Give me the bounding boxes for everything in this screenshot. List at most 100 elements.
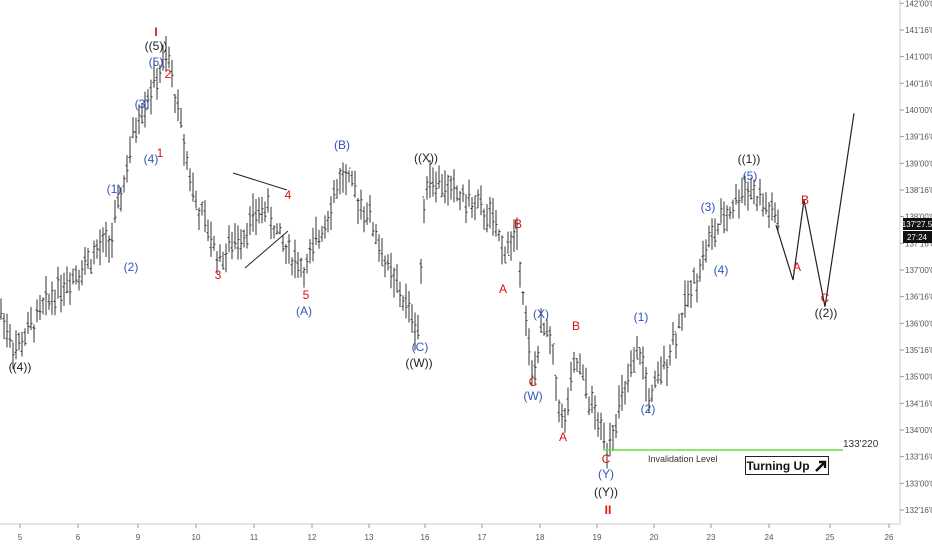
price-bar [503,246,507,264]
price-bar [722,201,726,234]
wave-label: C [529,375,538,389]
price-bar [146,89,150,109]
price-bar [287,234,291,264]
wave-label: ((X)) [414,151,438,165]
price-bar [698,258,702,282]
price-bar [317,229,321,249]
price-bar [320,225,324,242]
wave-labels: I((5))(5)2(3)(4)1(1)(2)((4))345(A)(B)((X… [9,25,838,517]
wave-label: 5 [303,288,310,302]
current-price-badge: 137'27.5 27:24 [902,218,932,243]
price-bar [338,168,342,195]
y-axis: 132'16'0 133'00'0 133'16'0 134'00'0 134'16'0… [899,0,932,524]
price-bar [344,164,348,196]
price-bar [98,229,102,266]
price-bar [278,223,282,235]
price-bar [32,324,36,343]
price-bar [737,189,741,219]
price-bar [104,221,108,258]
price-bar [683,280,687,318]
price-bar [218,244,222,263]
price-bar [530,360,534,387]
x-tick-label: 16 [421,533,430,542]
price-bar [554,374,558,401]
price-bar [521,291,525,305]
price-bar [527,328,531,366]
price-bar [650,384,654,403]
price-bar [710,218,714,250]
price-bar [581,364,585,381]
price-bar [776,209,780,233]
price-bar [332,179,336,203]
price-bar [644,366,648,402]
price-bar [23,328,27,346]
x-tick-label: 25 [826,533,835,542]
wave-label: ((2)) [815,306,838,320]
price-bar [140,103,144,124]
price-bar [689,280,693,309]
y-tick-label: 138'16'0 [905,186,932,195]
invalidation-label: Invalidation Level [648,454,718,464]
y-tick-label: 136'16'0 [905,293,932,302]
price-bar [347,167,351,183]
y-tick-label: 137'00'0 [905,266,932,275]
price-bar [755,195,759,212]
price-bar [251,193,255,232]
price-bar [323,215,327,239]
wave-label: (A) [296,304,312,318]
price-bar [71,268,75,285]
price-bar [266,188,270,213]
x-tick-label: 5 [18,533,23,542]
price-bar [281,235,285,252]
x-tick-label: 10 [192,533,201,542]
x-axis: 5 6 9 10 11 12 13 16 17 18 19 20 23 24 25 26 [0,523,900,542]
price-bar [206,219,210,242]
price-bar [617,385,621,419]
price-bar [575,358,579,372]
price-bar [476,189,480,209]
price-bar [149,79,153,115]
price-bar [404,283,408,319]
price-bar [764,192,768,215]
price-bar [713,218,717,247]
price-bar [191,172,195,202]
price-bar [515,217,519,251]
x-tick-label: 19 [593,533,602,542]
price-bar [524,305,528,337]
price-bar [500,235,504,265]
x-tick-label: 11 [250,533,259,542]
price-bar [407,290,411,323]
y-tick-label: 141'00'0 [905,53,932,62]
price-bar [740,177,744,204]
price-bar [44,275,48,316]
wave-label: (Y) [598,467,614,481]
y-tick-label: 133'16'0 [905,453,932,462]
price-bar [557,399,561,423]
price-bar [725,205,729,232]
price-bar [629,350,633,377]
price-bar [638,346,642,365]
price-bar [68,272,72,305]
wave-label: C [602,452,611,466]
price-bar [497,229,501,242]
price-bar [758,178,762,206]
price-bar [296,251,300,279]
price-bar [311,227,315,262]
price-bar [728,206,732,220]
price-bar [83,247,87,275]
wave-label: (5) [743,169,758,183]
price-bar [200,201,204,216]
price-bar [182,133,186,166]
price-bar [125,155,129,183]
price-bar [371,222,375,237]
price-bar [95,239,99,259]
price-bar [368,194,372,223]
triangle-lower-line [244,230,289,269]
y-tick-label: 136'00'0 [905,319,932,328]
price-bar [152,57,156,88]
price-bar [731,199,735,219]
price-bar [92,240,96,265]
price-bar [215,251,219,274]
y-tick-label: 137'16'0 [905,239,932,248]
price-bar [704,239,708,263]
